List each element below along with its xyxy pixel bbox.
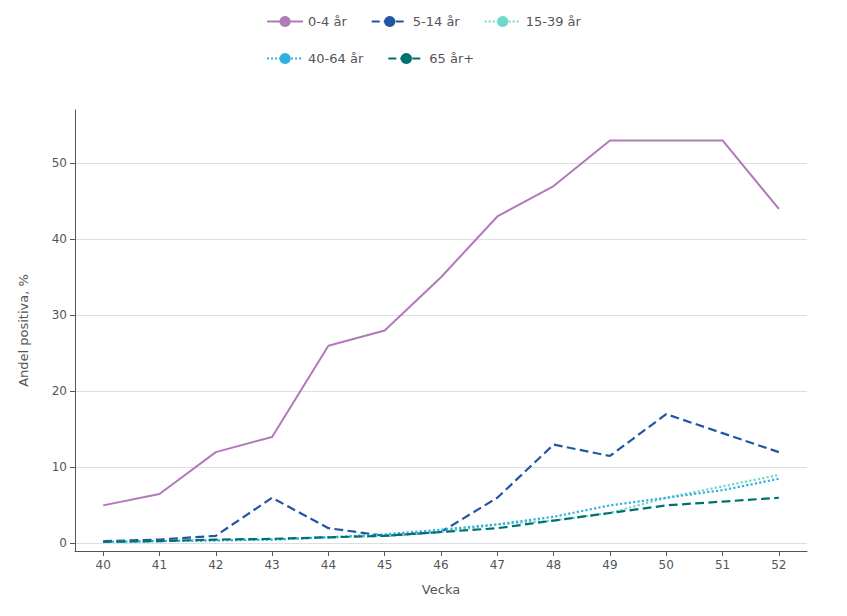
svg-text:46: 46: [433, 558, 448, 572]
svg-text:44: 44: [321, 558, 336, 572]
svg-text:50: 50: [659, 558, 674, 572]
svg-text:10: 10: [52, 460, 67, 474]
svg-text:48: 48: [546, 558, 561, 572]
svg-text:41: 41: [152, 558, 167, 572]
svg-text:45: 45: [377, 558, 392, 572]
svg-text:47: 47: [490, 558, 505, 572]
svg-text:40: 40: [96, 558, 111, 572]
svg-text:30: 30: [52, 308, 67, 322]
svg-text:65 år+: 65 år+: [429, 51, 474, 66]
svg-text:49: 49: [602, 558, 617, 572]
svg-text:40: 40: [52, 232, 67, 246]
svg-text:52: 52: [771, 558, 786, 572]
svg-text:42: 42: [208, 558, 223, 572]
svg-text:20: 20: [52, 384, 67, 398]
svg-text:50: 50: [52, 156, 67, 170]
svg-text:0: 0: [59, 536, 67, 550]
svg-text:0-4 år: 0-4 år: [308, 14, 347, 29]
svg-text:40-64 år: 40-64 år: [308, 51, 364, 66]
svg-text:Andel positiva, %: Andel positiva, %: [16, 274, 31, 387]
svg-text:5-14 år: 5-14 år: [413, 14, 461, 29]
svg-text:43: 43: [264, 558, 279, 572]
svg-text:Vecka: Vecka: [422, 582, 460, 597]
svg-text:51: 51: [715, 558, 730, 572]
svg-text:15-39 år: 15-39 år: [526, 14, 582, 29]
